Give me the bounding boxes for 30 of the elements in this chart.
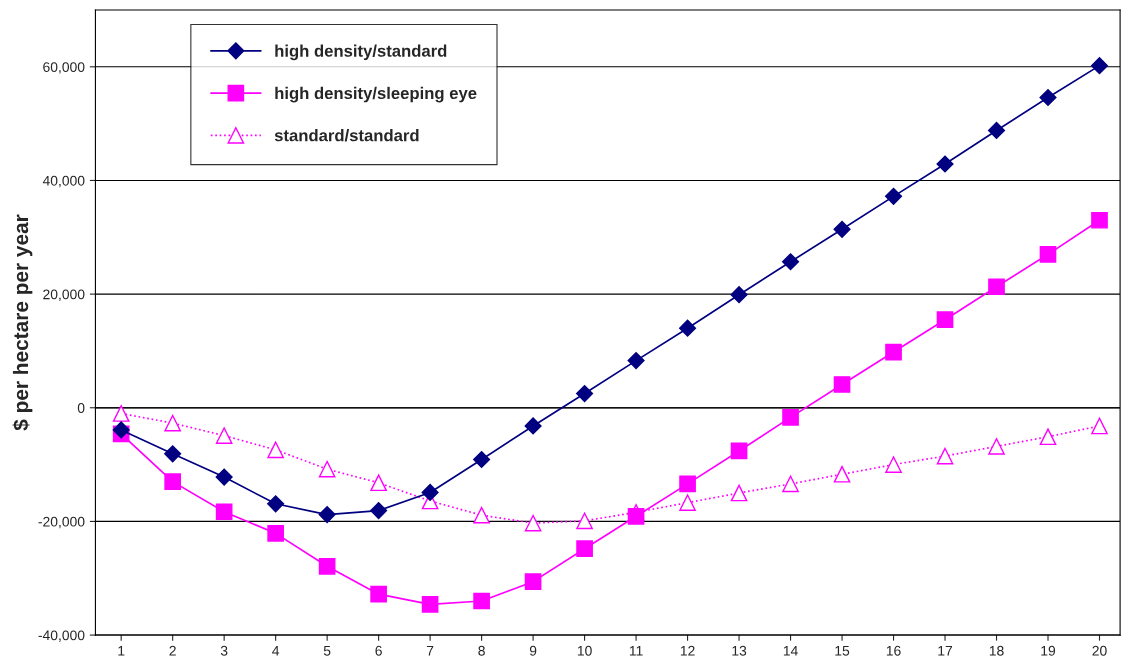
x-tick-label: 15: [835, 646, 850, 656]
x-tick-label: 17: [938, 646, 953, 656]
x-tick-label: 7: [426, 646, 434, 656]
x-tick-label: 19: [1041, 645, 1056, 656]
y-tick-label: 40,000: [42, 175, 85, 188]
x-tick-label: 8: [478, 645, 485, 656]
y-tick-label: 0: [77, 403, 85, 413]
x-tick-label: 11: [629, 646, 643, 656]
y-tick-label: 60,000: [43, 62, 85, 74]
x-tick-label: 3: [220, 645, 228, 656]
y-tick-label: 20,000: [43, 289, 85, 301]
x-tick-label: 13: [732, 645, 747, 656]
x-tick-label: 10: [577, 645, 592, 656]
y-tick-label: -20,000: [38, 516, 85, 529]
x-tick-label: 2: [169, 645, 176, 656]
x-tick-label: 5: [323, 646, 331, 656]
y-axis-title: $ per hectare per year: [12, 214, 33, 431]
legend-label: standard/standard: [274, 129, 419, 142]
x-tick-label: 1: [118, 646, 125, 656]
x-tick-label: 16: [886, 645, 901, 656]
x-tick-label: 14: [783, 646, 798, 656]
x-tick-label: 6: [375, 645, 382, 656]
x-tick-label: 18: [989, 645, 1004, 656]
x-tick-label: 20: [1092, 645, 1107, 656]
y-tick-label: -40,000: [38, 630, 85, 642]
legend-label: high density/sleeping eye: [275, 86, 477, 103]
x-tick-label: 4: [272, 646, 280, 656]
x-tick-label: 12: [680, 645, 695, 656]
legend-label: high density/standard: [275, 44, 447, 61]
x-tick-label: 9: [529, 645, 537, 656]
